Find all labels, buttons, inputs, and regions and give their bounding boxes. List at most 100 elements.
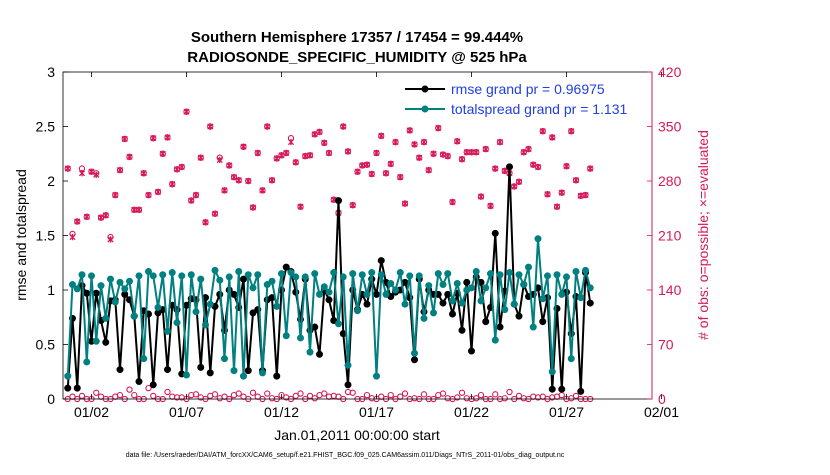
obs-evaluated-marker <box>297 203 304 210</box>
obs-low-possible-marker <box>363 391 371 399</box>
obs-low-possible-marker <box>306 392 314 400</box>
rmse-point <box>244 367 252 375</box>
spread-point <box>373 372 380 380</box>
obs-low-possible-marker <box>568 395 575 402</box>
obs-evaluated-marker <box>121 135 128 143</box>
rmse-point <box>468 347 475 355</box>
y2-tick-label: 350 <box>658 119 682 135</box>
spread-point <box>206 300 214 308</box>
obs-evaluated-marker <box>287 138 295 146</box>
obs-evaluated-marker <box>273 155 280 162</box>
obs-low-possible-marker <box>349 389 356 396</box>
obs-low-possible-marker <box>501 395 508 402</box>
rmse-point <box>444 290 452 298</box>
spread-point <box>401 300 409 308</box>
obs-evaluated-marker <box>97 214 105 221</box>
spread-point <box>116 278 124 286</box>
spread-point <box>107 275 114 283</box>
spread-point <box>244 271 252 279</box>
obs-evaluated-marker <box>254 149 261 157</box>
y2-tick-label: 420 <box>658 64 682 80</box>
spread-point <box>149 272 157 280</box>
spread-point <box>168 269 176 277</box>
obs-evaluated-marker <box>292 159 299 166</box>
spread-point <box>572 267 580 275</box>
spread-point <box>434 270 442 278</box>
obs-evaluated-marker <box>316 128 323 136</box>
y-tick-label: 1 <box>47 282 55 298</box>
spread-point <box>240 372 247 380</box>
obs-evaluated-marker <box>544 191 551 198</box>
obs-evaluated-marker <box>477 193 485 200</box>
x-tick-label: 01/27 <box>549 404 584 420</box>
spread-point <box>64 372 72 380</box>
obs-evaluated-marker <box>558 189 565 196</box>
y-tick-label: 0 <box>47 391 55 407</box>
x-tick-label: 01/02 <box>74 404 109 420</box>
spread-point <box>577 294 585 302</box>
spread-point <box>368 269 376 277</box>
obs-low-possible-marker <box>116 391 124 399</box>
rmse-point <box>102 338 110 346</box>
obs-low-possible-marker <box>492 391 499 398</box>
obs-evaluated-marker <box>349 201 356 209</box>
spread-point <box>140 355 148 363</box>
obs-evaluated-marker <box>401 200 409 207</box>
obs-evaluated-marker <box>325 149 333 157</box>
spread-point <box>225 273 233 281</box>
spread-point <box>126 277 133 285</box>
spread-point <box>259 369 266 377</box>
x-axis-label: Jan.01,2011 00:00:00 start <box>274 427 440 443</box>
spread-point <box>254 271 262 279</box>
obs-evaluated-marker <box>78 170 86 177</box>
spread-point <box>320 283 328 291</box>
obs-evaluated-marker <box>501 167 508 175</box>
spread-point <box>164 327 171 335</box>
rmse-point <box>282 263 290 271</box>
x-axis: 01/02 01/07 01/12 01/17 01/22 01/27 02/01 <box>74 72 679 420</box>
rmse-point <box>335 197 342 205</box>
spread-point <box>387 279 395 287</box>
spread-point <box>273 302 281 310</box>
spread-point <box>325 288 333 296</box>
y2-tick-label: 0 <box>658 391 666 407</box>
rmse-point <box>206 369 214 377</box>
rmse-point <box>83 289 91 297</box>
spread-point <box>178 272 186 280</box>
obs-evaluated-marker <box>93 171 100 178</box>
spread-point <box>278 270 285 278</box>
spread-point <box>282 332 290 340</box>
chart-title: Southern Hemisphere 17357 / 17454 = 99.4… <box>191 29 523 46</box>
spread-point <box>430 309 437 317</box>
spread-point <box>173 319 181 327</box>
y2-tick-label: 210 <box>658 228 682 244</box>
spread-point <box>230 367 238 375</box>
x-tick-label: 01/07 <box>169 404 204 420</box>
obs-low-possible-marker <box>311 395 318 402</box>
obs-low-possible-marker <box>150 392 157 400</box>
y-tick-label: 1.5 <box>36 228 56 244</box>
y-tick-label: 2 <box>47 173 55 189</box>
obs-evaluated-marker <box>306 152 314 159</box>
obs-low-possible-marker <box>473 395 480 402</box>
rmse-point <box>482 318 490 326</box>
spread-point <box>529 323 537 331</box>
obs-evaluated-marker <box>496 138 504 146</box>
obs-evaluated-marker <box>102 212 109 219</box>
obs-evaluated-marker <box>259 187 266 194</box>
obs-evaluated-marker <box>520 148 527 156</box>
rmse-point <box>463 278 471 286</box>
obs-evaluated-marker <box>568 127 575 135</box>
rmse-point <box>197 363 205 371</box>
y-axis-left: 0 0.5 1 1.5 2 2.5 3 <box>36 64 68 407</box>
obs-evaluated-marker <box>354 168 361 175</box>
obs-evaluated-marker <box>382 170 390 177</box>
rmse-point <box>539 318 547 326</box>
spread-point <box>316 290 323 298</box>
spread-point <box>439 281 447 289</box>
obs-evaluated-marker <box>230 173 238 181</box>
spread-point <box>287 269 295 277</box>
spread-point <box>567 355 575 363</box>
obs-evaluated-marker <box>430 150 437 157</box>
